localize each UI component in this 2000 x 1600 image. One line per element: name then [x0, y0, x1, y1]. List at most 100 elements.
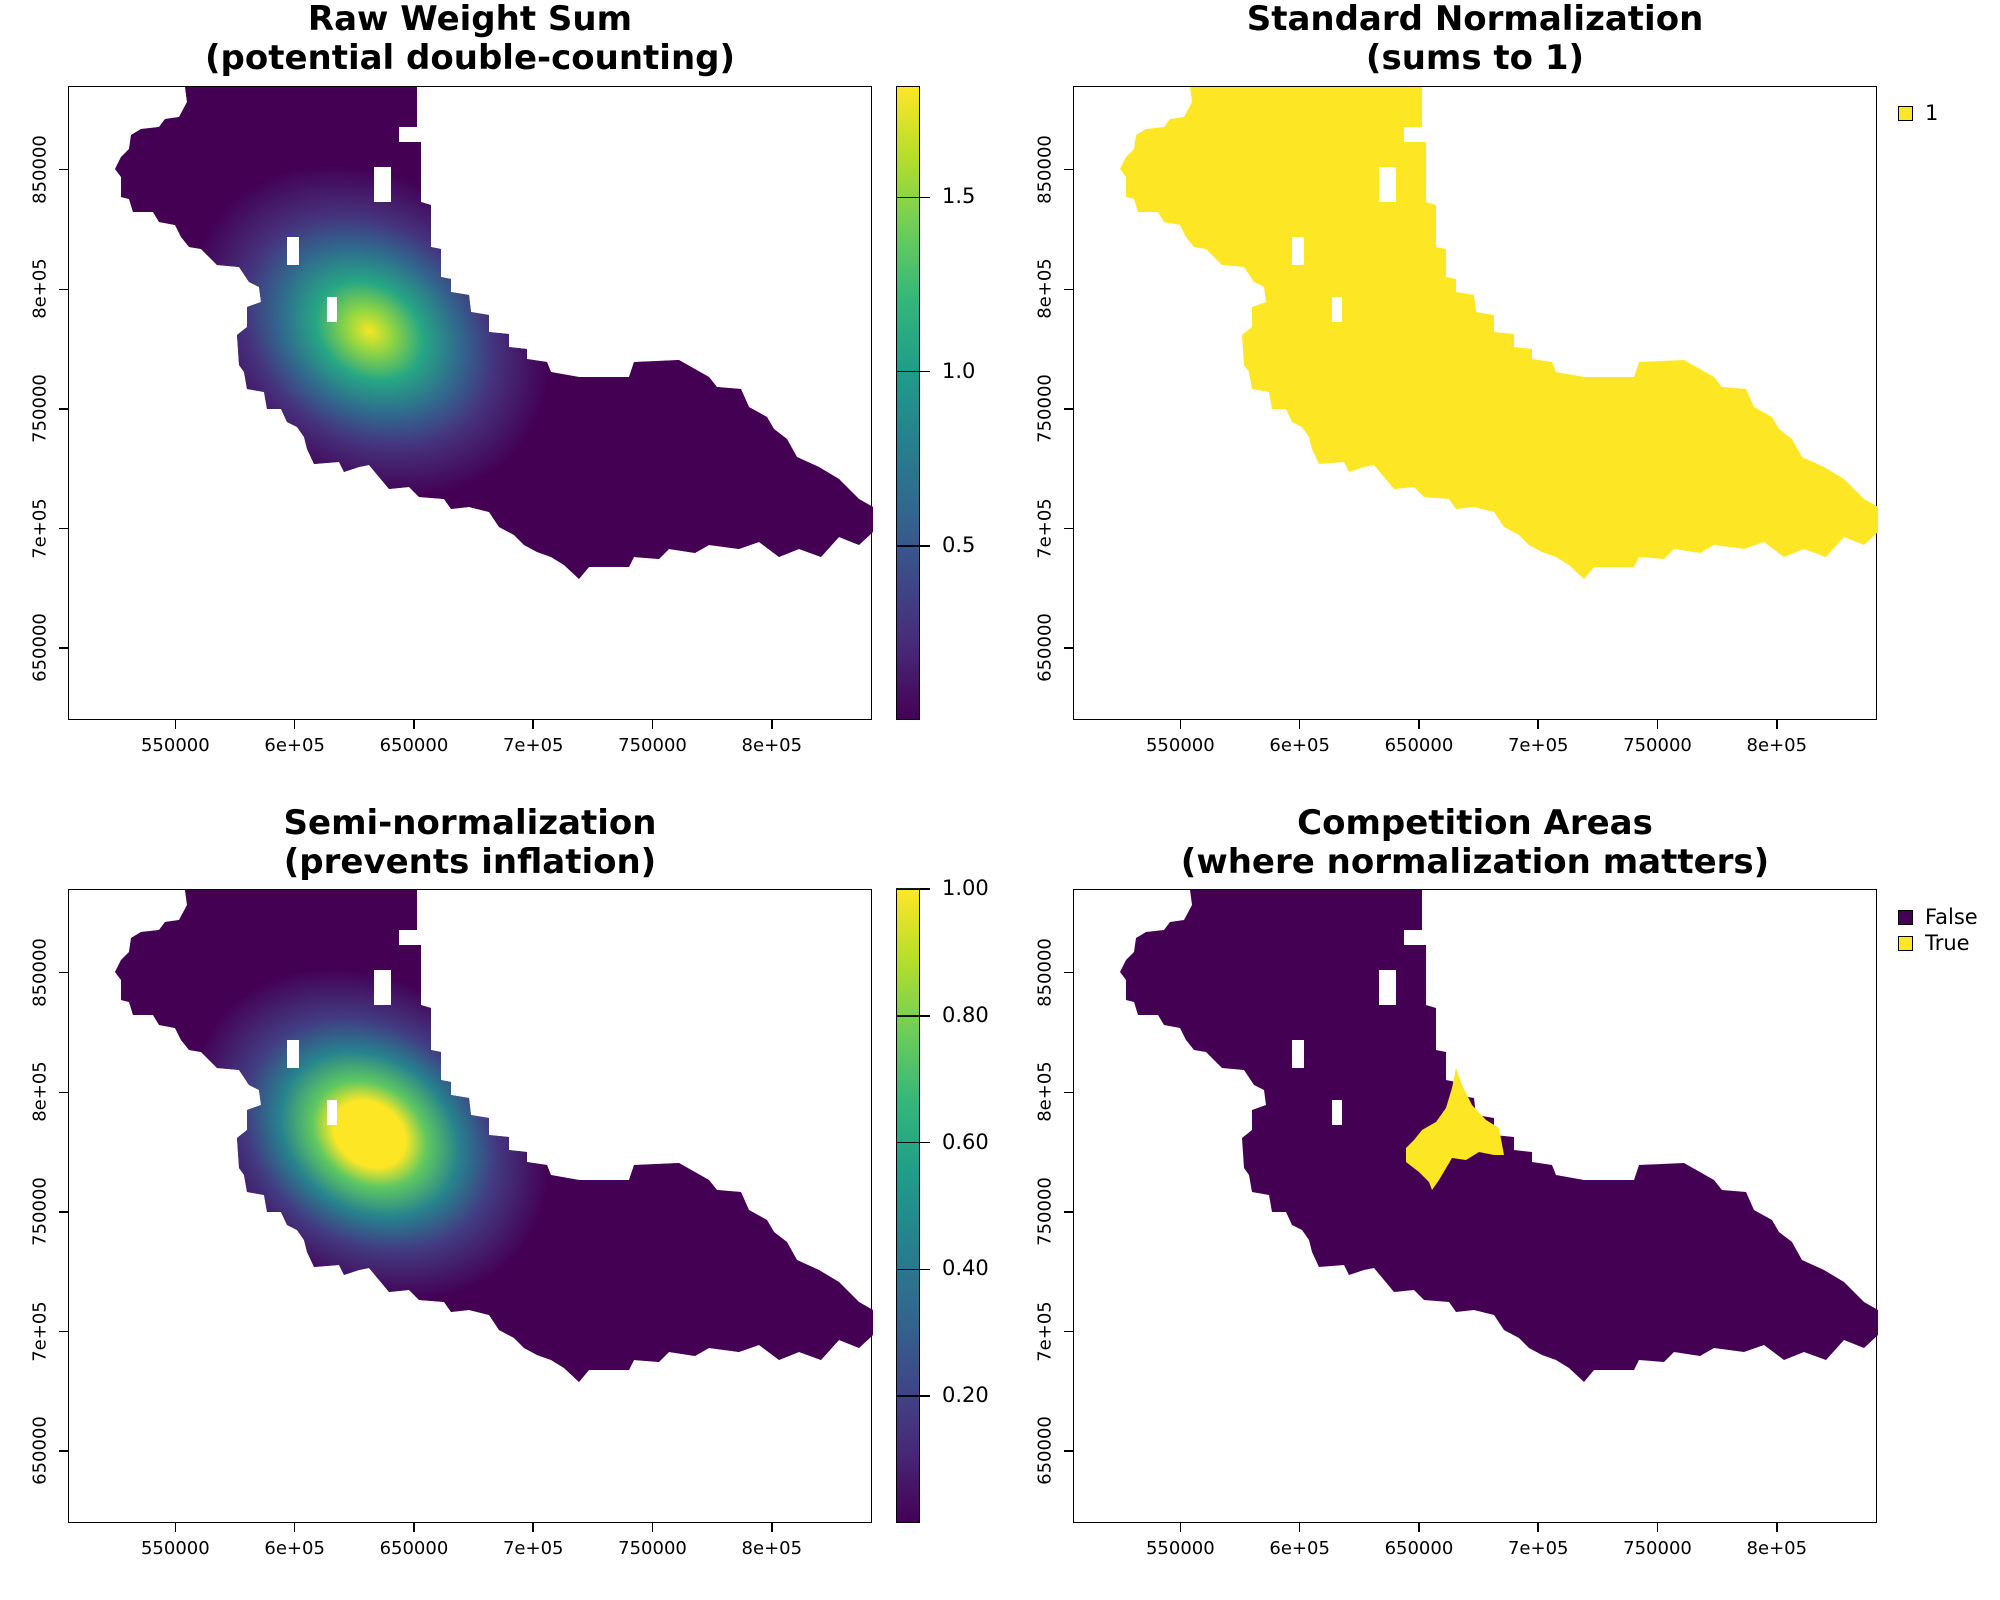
x-tick-mark: [771, 720, 773, 729]
panel-1-colorbar: [896, 86, 920, 720]
y-tick-mark: [59, 168, 68, 171]
y-tick-label: 750000: [29, 1177, 51, 1246]
y-tick-label: 750000: [29, 374, 51, 443]
x-tick-mark: [413, 1523, 415, 1532]
colorbar-tick: [920, 888, 930, 890]
panel-3-title-line1: Semi-normalization: [283, 803, 657, 843]
y-tick-label: 750000: [1034, 1177, 1056, 1246]
colorbar-label: 1.5: [942, 184, 976, 209]
colorbar-tick-inner: [896, 1395, 920, 1397]
panel-4-legend-item-true: True: [1898, 931, 1970, 955]
x-tick-mark: [1179, 720, 1182, 729]
legend-label: True: [1925, 931, 1970, 955]
x-tick-label: 750000: [1623, 1538, 1692, 1559]
y-tick-label: 850000: [1034, 937, 1056, 1007]
y-tick-mark: [59, 1091, 68, 1094]
y-tick-label: 7e+05: [29, 497, 51, 559]
y-tick-mark: [1064, 1091, 1073, 1094]
x-tick-label: 8e+05: [1746, 735, 1808, 756]
x-tick-mark: [174, 1523, 177, 1532]
x-tick-mark: [293, 720, 296, 729]
x-tick-label: 750000: [618, 1538, 687, 1559]
x-tick-label: 8e+05: [741, 735, 803, 756]
region-hole: [1379, 167, 1396, 202]
region-hole: [287, 237, 299, 265]
y-tick-mark: [59, 647, 68, 649]
y-tick-label: 850000: [29, 134, 51, 204]
x-tick-label: 650000: [379, 735, 449, 756]
x-tick-mark: [1418, 720, 1420, 729]
colorbar-label: 0.5: [942, 532, 976, 557]
y-tick-label: 650000: [29, 613, 51, 683]
x-tick-mark: [1298, 1523, 1301, 1532]
x-tick-label: 8e+05: [741, 1538, 803, 1559]
x-tick-label: 6e+05: [1269, 1538, 1330, 1559]
legend-label: 1: [1925, 101, 1939, 125]
x-tick-label: 6e+05: [264, 1538, 325, 1559]
y-tick-mark: [1064, 288, 1073, 291]
legend-swatch-yellow: [1898, 935, 1913, 951]
panel-3-plot-area: [68, 889, 873, 1523]
x-tick-label: 750000: [618, 735, 687, 756]
panel-2-raster: [1120, 87, 1878, 579]
intensity-field: [115, 87, 873, 579]
panel-2-plot-area: [1073, 86, 1878, 720]
colorbar-label: 1.0: [942, 358, 976, 383]
y-tick-label: 7e+05: [1034, 497, 1056, 559]
panel-1-subtitle: (potential double-counting): [204, 38, 736, 78]
colorbar-tick-inner: [896, 1015, 920, 1017]
y-tick-mark: [1064, 1211, 1073, 1213]
x-tick-mark: [1776, 720, 1778, 729]
y-tick-mark: [1064, 1450, 1073, 1452]
region-hole: [1292, 1040, 1304, 1068]
intensity-field: [115, 890, 873, 1382]
colorbar-label: 0.20: [942, 1383, 989, 1408]
y-tick-mark: [1064, 971, 1073, 974]
panel-1-title-line1: Raw Weight Sum: [307, 0, 633, 39]
x-tick-mark: [1656, 720, 1659, 729]
y-tick-label: 650000: [1034, 613, 1056, 683]
y-tick-label: 850000: [29, 937, 51, 1007]
panel-1-raster: [115, 87, 873, 579]
region-hole: [1379, 970, 1396, 1005]
panel-1-plot-area: [68, 86, 873, 720]
y-tick-mark: [59, 1330, 68, 1333]
x-tick-label: 8e+05: [1746, 1538, 1808, 1559]
x-tick-mark: [293, 1523, 296, 1532]
x-tick-mark: [532, 1523, 534, 1532]
panel-3-subtitle: (prevents inflation): [283, 842, 657, 882]
panel-3-colorbar: [896, 889, 920, 1523]
x-tick-mark: [651, 720, 654, 729]
y-tick-label: 8e+05: [29, 258, 51, 320]
legend-label: False: [1925, 905, 1978, 929]
x-tick-label: 650000: [1384, 735, 1454, 756]
x-tick-label: 6e+05: [264, 735, 325, 756]
x-tick-label: 750000: [1623, 735, 1692, 756]
y-tick-mark: [1064, 1330, 1073, 1333]
x-tick-mark: [174, 720, 177, 729]
y-tick-label: 8e+05: [1034, 1061, 1056, 1123]
x-tick-label: 7e+05: [502, 735, 564, 756]
x-tick-label: 550000: [1145, 1538, 1215, 1559]
x-tick-mark: [1537, 1523, 1539, 1532]
legend-swatch-yellow: [1898, 105, 1913, 121]
y-tick-mark: [1064, 408, 1073, 410]
x-tick-mark: [771, 1523, 773, 1532]
y-tick-label: 7e+05: [29, 1300, 51, 1362]
colorbar-tick: [920, 1268, 930, 1271]
region-hole: [327, 1100, 337, 1125]
colorbar-label: 1.00: [942, 876, 989, 900]
x-tick-label: 550000: [1145, 735, 1215, 756]
colorbar-tick-inner: [896, 888, 920, 890]
x-tick-mark: [1656, 1523, 1659, 1532]
y-tick-mark: [1064, 527, 1073, 530]
panel-2-legend-item-1: 1: [1898, 101, 1938, 125]
panel-2-title: Standard Normalization (sums to 1): [1073, 0, 1877, 78]
x-tick-mark: [1418, 1523, 1420, 1532]
region-hole: [374, 970, 391, 1005]
y-tick-mark: [59, 971, 68, 974]
y-tick-label: 8e+05: [1034, 258, 1056, 320]
x-tick-label: 6e+05: [1269, 735, 1330, 756]
region-hole: [1332, 1100, 1342, 1125]
y-tick-mark: [59, 288, 68, 291]
